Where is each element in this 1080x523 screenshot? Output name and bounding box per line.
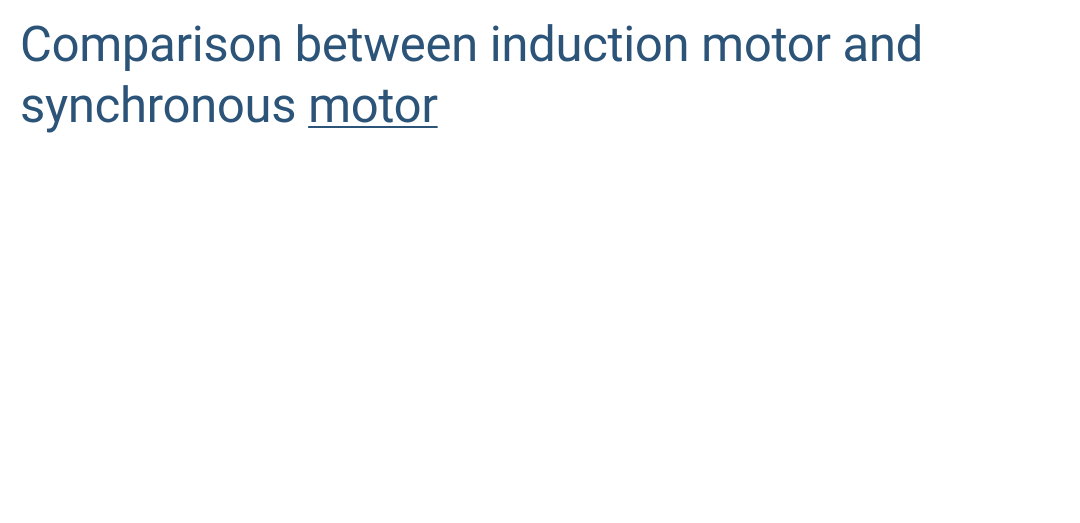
page-heading: Comparison between induction motor and s… (20, 14, 1060, 137)
heading-text-main: Comparison between induction motor and s… (20, 16, 923, 134)
heading-text-underlined: motor (308, 77, 438, 134)
